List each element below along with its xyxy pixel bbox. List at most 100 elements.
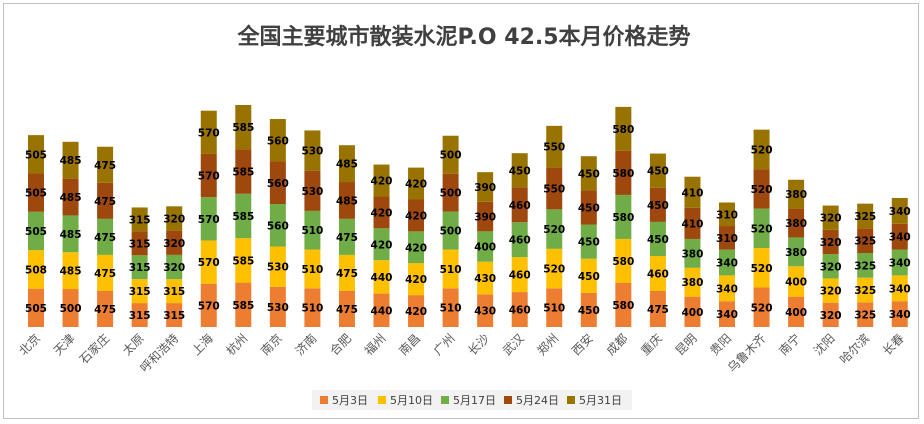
- bar-segment-济南-5月3日: [304, 288, 321, 327]
- bar-segment-西安-5月10日: [580, 258, 597, 293]
- data-label-乌鲁木齐-5月31日: 520: [751, 144, 773, 156]
- data-label-太原-5月3日: 315: [129, 310, 151, 322]
- bar-segment-武汉-5月3日: [511, 292, 528, 327]
- data-label-呼和浩特-5月24日: 320: [163, 238, 185, 250]
- bar-segment-南昌-5月31日: [408, 167, 425, 200]
- bar-segment-太原-5月3日: [131, 303, 148, 327]
- bar-segment-北京-5月24日: [28, 173, 44, 212]
- bar-segment-北京-5月31日: [28, 135, 44, 174]
- legend-swatch-5月17日: [441, 396, 449, 404]
- legend-swatch-5月31日: [567, 396, 575, 404]
- data-label-长沙-5月24日: 390: [474, 212, 496, 224]
- data-label-乌鲁木齐-5月17日: 520: [751, 223, 773, 235]
- category-label-广州: 广州: [431, 331, 458, 358]
- bar-segment-南京-5月17日: [269, 204, 286, 247]
- data-label-贵阳-5月17日: 340: [716, 257, 738, 269]
- bar-segment-南昌-5月17日: [408, 231, 425, 264]
- legend-label-5月31日: 5月31日: [579, 394, 622, 407]
- category-label-重庆: 重庆: [638, 331, 665, 358]
- category-label-哈尔滨: 哈尔滨: [836, 331, 872, 367]
- data-label-福州-5月17日: 420: [371, 239, 393, 251]
- bar-segment-郑州-5月17日: [546, 209, 563, 249]
- data-label-贵阳-5月24日: 310: [716, 233, 738, 245]
- bar-segment-济南-5月10日: [304, 249, 321, 289]
- bar-segment-广州-5月10日: [442, 249, 459, 289]
- data-label-贵阳-5月31日: 310: [716, 209, 738, 221]
- data-label-郑州-5月24日: 550: [543, 183, 565, 195]
- bar-segment-太原-5月24日: [131, 231, 148, 256]
- bar-segment-哈尔滨-5月24日: [857, 228, 874, 253]
- data-label-广州-5月31日: 500: [440, 150, 462, 162]
- data-label-哈尔滨-5月31日: 325: [854, 211, 876, 223]
- bar-segment-南京-5月31日: [269, 119, 286, 162]
- bar-segment-合肥-5月17日: [338, 218, 355, 255]
- bar-segment-北京-5月3日: [28, 288, 44, 327]
- bar-segment-南宁-5月24日: [788, 208, 805, 238]
- data-label-沈阳-5月24日: 320: [820, 237, 842, 249]
- bar-segment-哈尔滨-5月3日: [857, 302, 874, 327]
- legend-label-5月10日: 5月10日: [390, 394, 433, 407]
- data-label-福州-5月31日: 420: [371, 176, 393, 188]
- bar-segment-昆明-5月31日: [684, 176, 701, 208]
- data-label-西安-5月10日: 450: [578, 271, 600, 283]
- data-label-石家庄-5月3日: 475: [94, 304, 116, 316]
- data-label-南昌-5月3日: 420: [405, 306, 427, 318]
- bar-segment-长春-5月3日: [891, 301, 908, 327]
- legend-background: [312, 390, 632, 410]
- data-label-长春-5月3日: 340: [889, 309, 911, 321]
- bar-segment-上海-5月31日: [200, 110, 217, 154]
- bar-segment-上海-5月10日: [200, 240, 217, 284]
- data-label-广州-5月24日: 500: [440, 188, 462, 200]
- data-label-长春-5月17日: 340: [889, 257, 911, 269]
- bar-segment-贵阳-5月31日: [719, 202, 735, 227]
- bar-segment-成都-5月31日: [615, 106, 632, 151]
- category-label-郑州: 郑州: [534, 331, 562, 359]
- data-label-北京-5月24日: 505: [25, 188, 47, 200]
- category-label-南宁: 南宁: [776, 331, 804, 359]
- data-label-西安-5月17日: 450: [578, 237, 600, 249]
- bar-segment-南宁-5月17日: [788, 237, 805, 267]
- bar-segment-重庆-5月24日: [649, 187, 666, 222]
- data-label-重庆-5月24日: 450: [647, 200, 669, 212]
- data-label-天津-5月10日: 485: [60, 266, 82, 278]
- bar-segment-福州-5月24日: [373, 196, 390, 229]
- data-label-北京-5月10日: 508: [25, 264, 47, 276]
- data-label-昆明-5月10日: 380: [681, 277, 703, 289]
- data-label-石家庄-5月17日: 475: [94, 232, 116, 244]
- data-label-合肥-5月31日: 485: [336, 159, 358, 171]
- legend-label-5月24日: 5月24日: [516, 394, 559, 407]
- data-label-福州-5月10日: 440: [371, 272, 393, 284]
- bar-segment-呼和浩特-5月17日: [166, 254, 183, 280]
- bar-segment-呼和浩特-5月3日: [166, 303, 183, 327]
- bar-segment-乌鲁木齐-5月17日: [753, 208, 770, 249]
- bar-segment-南昌-5月10日: [408, 263, 425, 296]
- legend-swatch-5月24日: [504, 396, 512, 404]
- data-label-郑州-5月10日: 520: [543, 264, 565, 276]
- data-label-合肥-5月10日: 475: [336, 268, 358, 280]
- category-label-南昌: 南昌: [396, 331, 424, 359]
- bar-segment-成都-5月3日: [615, 282, 632, 327]
- data-label-成都-5月17日: 580: [612, 212, 634, 224]
- bar-segment-广州-5月17日: [442, 211, 459, 250]
- bar-segment-上海-5月24日: [200, 153, 217, 198]
- data-label-北京-5月3日: 505: [25, 303, 47, 315]
- data-label-郑州-5月3日: 510: [543, 303, 565, 315]
- data-label-哈尔滨-5月17日: 325: [854, 260, 876, 272]
- category-label-昆明: 昆明: [673, 331, 700, 358]
- bar-segment-广州-5月31日: [442, 135, 459, 174]
- data-label-重庆-5月31日: 450: [647, 166, 669, 178]
- bar-segment-长春-5月31日: [891, 197, 908, 224]
- bar-segment-重庆-5月3日: [649, 290, 666, 327]
- data-label-郑州-5月31日: 550: [543, 142, 565, 154]
- data-label-南京-5月24日: 560: [267, 178, 289, 190]
- bar-segment-天津-5月10日: [62, 252, 79, 290]
- bar-segment-太原-5月31日: [131, 207, 148, 232]
- data-label-哈尔滨-5月3日: 325: [854, 310, 876, 322]
- data-label-郑州-5月17日: 520: [543, 224, 565, 236]
- data-label-太原-5月17日: 315: [129, 262, 151, 274]
- bar-segment-西安-5月24日: [580, 190, 597, 225]
- bar-segment-济南-5月17日: [304, 210, 321, 250]
- legend-swatch-5月10日: [378, 396, 386, 404]
- bar-segment-石家庄-5月3日: [97, 290, 114, 327]
- bar-segment-长沙-5月31日: [477, 172, 494, 202]
